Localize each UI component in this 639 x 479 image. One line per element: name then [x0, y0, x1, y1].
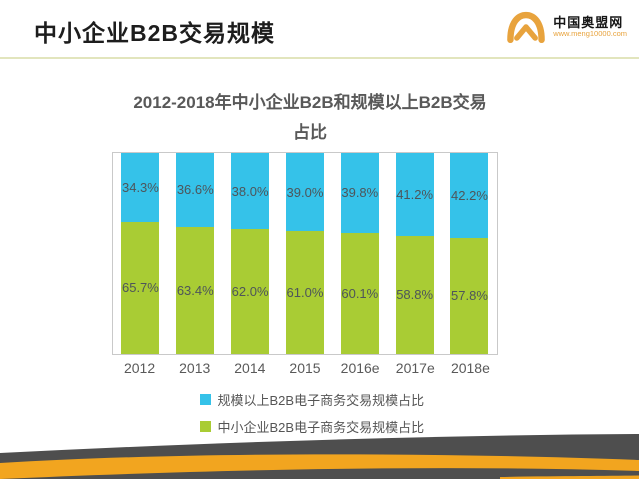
- x-tick-label: 2012: [123, 360, 156, 376]
- legend-swatch-green: [199, 421, 211, 432]
- stacked-bar-2018e: 42.2% 57.8%: [450, 153, 489, 354]
- logo-url: www.meng10000.com: [553, 29, 627, 39]
- bar-value-label: 58.8%: [396, 287, 434, 303]
- bar-segment-top: 39.0%: [285, 153, 324, 232]
- bar-value-label: 42.2%: [451, 187, 488, 203]
- legend-item-above-scale: 规模以上B2B电子商务交易规模占比: [199, 390, 440, 409]
- x-tick-label: 2014: [234, 360, 266, 376]
- page-title: 中小企业B2B交易规模: [34, 20, 276, 46]
- bar-segment-bottom: 60.1%: [340, 232, 379, 354]
- x-tick-label: 2018e: [450, 360, 490, 376]
- bar-segment-bottom: 61.0%: [285, 231, 324, 354]
- x-axis-labels: 2012 2013 2014 2015 2016e 2017e 2018e: [112, 360, 498, 376]
- bar-segment-bottom: 62.0%: [231, 229, 270, 354]
- x-tick-label: 2017e: [395, 360, 435, 376]
- stacked-bar-2016e: 39.8% 60.1%: [340, 153, 379, 354]
- x-tick-label: 2015: [289, 360, 321, 376]
- header-bar: 中小企业B2B交易规模 中国奥盟网 www.meng10000.com: [0, 0, 639, 57]
- bar-value-label: 36.6%: [176, 182, 214, 198]
- chart-title-line2: 占比: [293, 123, 327, 142]
- bar-segment-top: 38.0%: [231, 153, 270, 230]
- legend-item-sme: 中小企业B2B电子商务交易规模占比: [199, 417, 440, 436]
- bar-value-label: 39.8%: [341, 185, 379, 201]
- stacked-bar-2015: 39.0% 61.0%: [285, 153, 324, 354]
- bar-value-label: 61.0%: [286, 285, 324, 301]
- plot-area: 34.3% 65.7% 36.6% 63.4% 38.0% 62.0% 39.0% 61.0%…: [112, 152, 498, 355]
- bar-value-label: 63.4%: [176, 282, 214, 298]
- footer-swoosh-graphic: [0, 430, 639, 479]
- bar-segment-bottom: 63.4%: [176, 226, 215, 354]
- logo-text: 中国奥盟网 www.meng10000.com: [553, 14, 627, 39]
- footer-orange-band: [0, 454, 639, 479]
- bars: 34.3% 65.7% 36.6% 63.4% 38.0% 62.0% 39.0% 61.0%…: [113, 153, 497, 354]
- legend-label: 规模以上B2B电子商务交易规模占比: [217, 393, 425, 408]
- stacked-bar-2012: 34.3% 65.7%: [121, 153, 160, 354]
- logo-name: 中国奥盟网: [553, 14, 624, 30]
- bar-value-label: 60.1%: [341, 285, 379, 301]
- legend: 规模以上B2B电子商务交易规模占比 中小企业B2B电子商务交易规模占比: [0, 390, 639, 436]
- brand-logo: 中国奥盟网 www.meng10000.com: [504, 9, 627, 45]
- legend-swatch-blue: [199, 394, 211, 405]
- x-tick-label: 2013: [179, 360, 211, 376]
- chart-title-line1: 2012-2018年中小企业B2B和规模以上B2B交易: [133, 93, 487, 112]
- stacked-bar-2013: 36.6% 63.4%: [176, 153, 215, 354]
- bar-value-label: 57.8%: [451, 288, 488, 304]
- bar-segment-bottom: 57.8%: [450, 237, 489, 354]
- legend-label: 中小企业B2B电子商务交易规模占比: [217, 420, 425, 435]
- bar-value-label: 38.0%: [231, 183, 269, 199]
- bar-segment-top: 42.2%: [450, 153, 489, 238]
- bar-value-label: 65.7%: [121, 280, 159, 296]
- bar-value-label: 34.3%: [121, 179, 159, 195]
- bar-segment-top: 34.3%: [121, 153, 160, 222]
- bar-segment-bottom: 65.7%: [121, 221, 160, 354]
- bar-segment-top: 41.2%: [395, 153, 434, 236]
- bar-segment-top: 39.8%: [340, 153, 379, 233]
- bar-value-label: 41.2%: [396, 186, 434, 202]
- x-tick-label: 2016e: [340, 360, 380, 376]
- stacked-bar-2017e: 41.2% 58.8%: [395, 153, 434, 354]
- stacked-bar-2014: 38.0% 62.0%: [231, 153, 270, 354]
- bar-value-label: 39.0%: [286, 184, 324, 200]
- bar-value-label: 62.0%: [231, 284, 269, 300]
- arch-m-logo-icon: [504, 9, 548, 45]
- bar-segment-top: 36.6%: [176, 153, 215, 227]
- chart-title: 2012-2018年中小企业B2B和规模以上B2B交易 占比: [60, 88, 560, 148]
- footer-orange-bottom-edge: [500, 475, 639, 479]
- bar-segment-bottom: 58.8%: [395, 235, 434, 354]
- header-divider: [0, 57, 639, 59]
